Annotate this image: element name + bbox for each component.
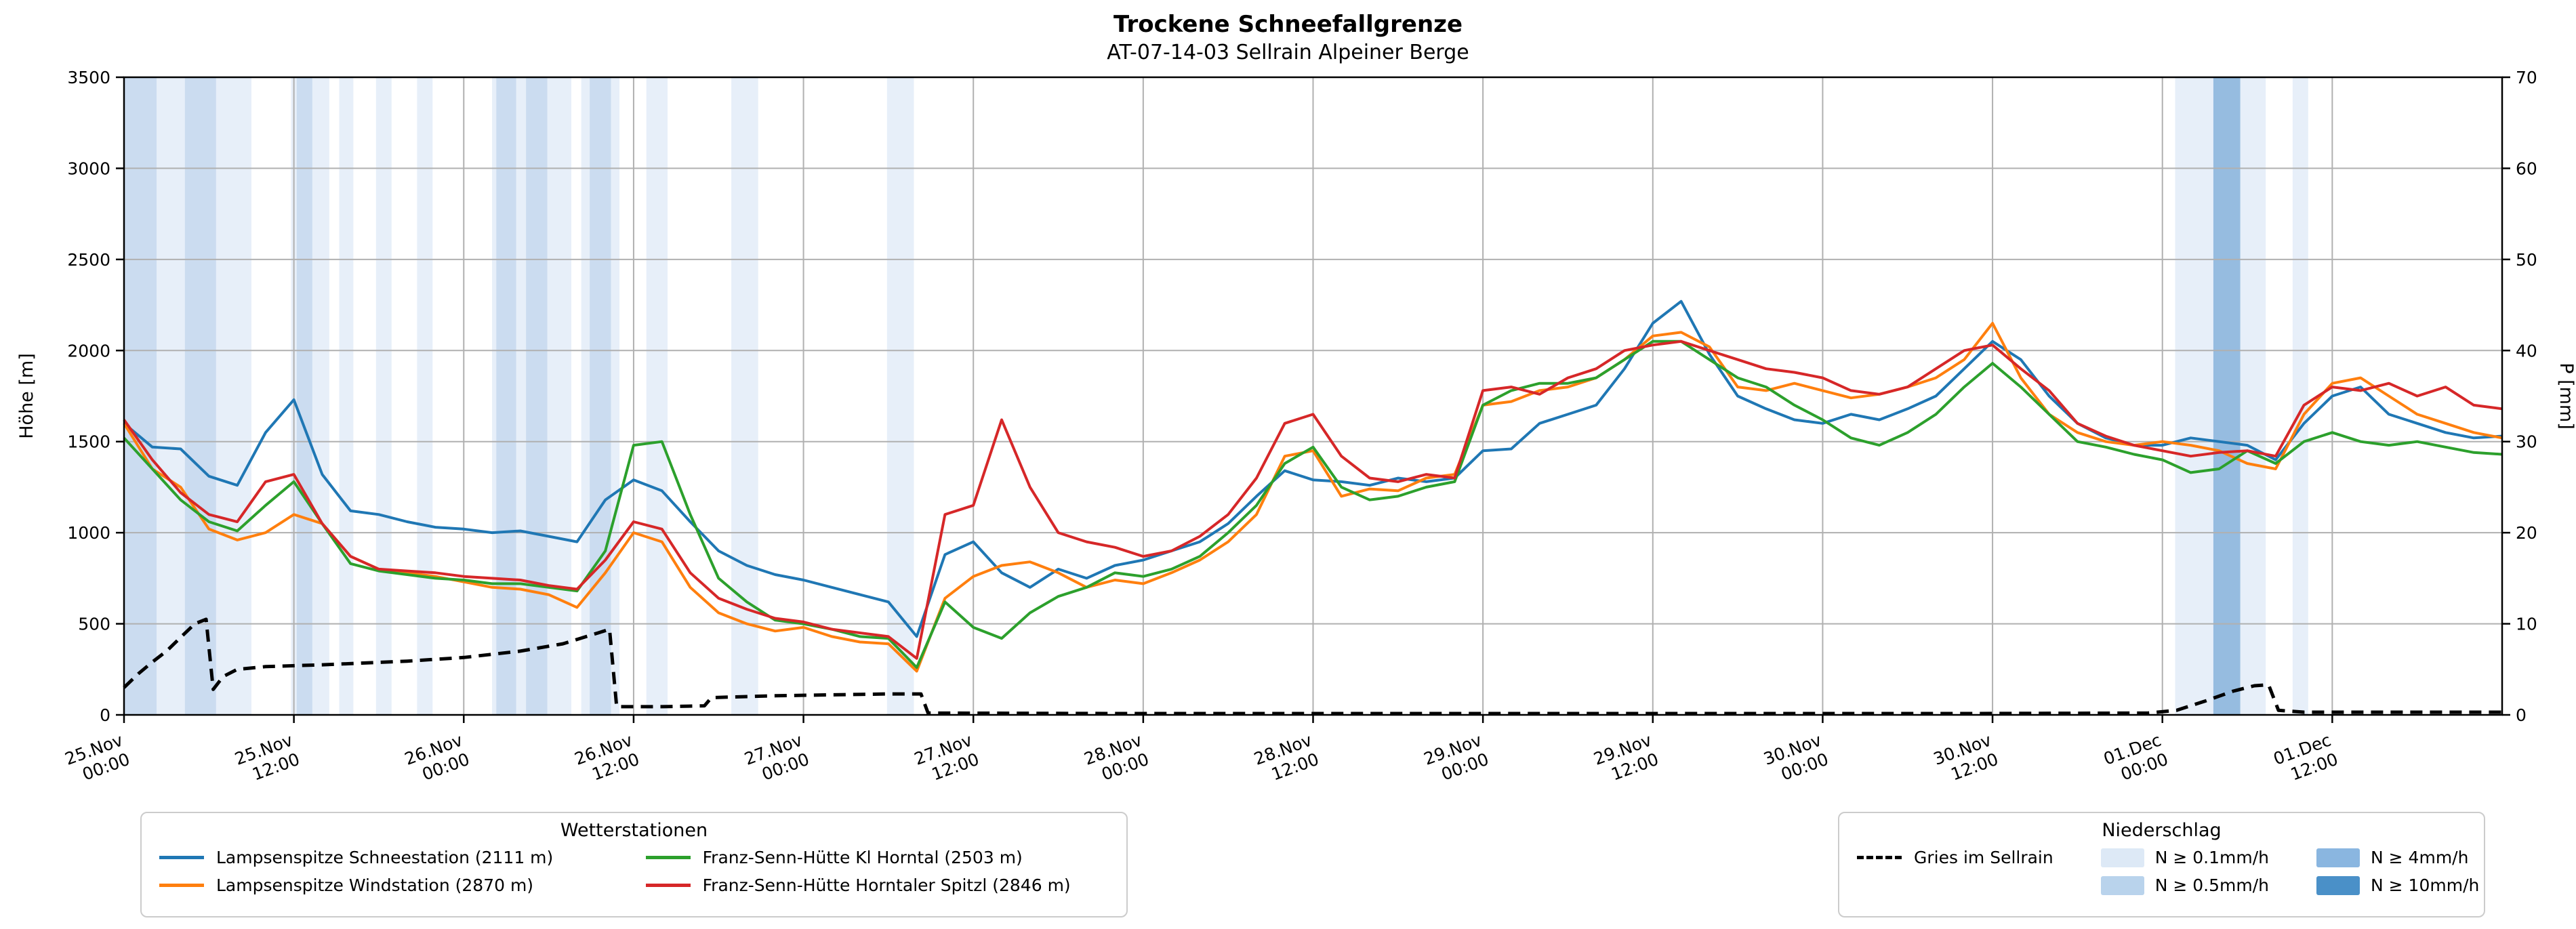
chart-title: Trockene Schneefallgrenze bbox=[1113, 11, 1463, 38]
svg-text:50: 50 bbox=[2516, 250, 2537, 270]
svg-text:70: 70 bbox=[2516, 68, 2537, 87]
legend-item-label: Lampsenspitze Windstation (2870 m) bbox=[216, 875, 534, 895]
svg-text:26.Nov12:00: 26.Nov12:00 bbox=[572, 730, 642, 788]
legend-item-kl-horntal: Franz-Senn-Hütte Kl Horntal (2503 m) bbox=[645, 848, 1109, 867]
legend-item-label: N ≥ 10mm/h bbox=[2371, 875, 2480, 895]
svg-text:28.Nov12:00: 28.Nov12:00 bbox=[1251, 730, 1322, 788]
legend-item-label: N ≥ 4mm/h bbox=[2371, 848, 2469, 867]
legend-item-label: Franz-Senn-Hütte Horntaler Spitzl (2846 … bbox=[702, 875, 1071, 895]
legend-item-windstation: Lampsenspitze Windstation (2870 m) bbox=[159, 875, 592, 895]
svg-text:1000: 1000 bbox=[67, 523, 110, 543]
svg-text:25.Nov00:00: 25.Nov00:00 bbox=[62, 730, 133, 788]
svg-text:3000: 3000 bbox=[67, 159, 110, 178]
legend-item-n05: N ≥ 0.5mm/h bbox=[2100, 875, 2270, 895]
svg-text:25.Nov12:00: 25.Nov12:00 bbox=[232, 730, 303, 788]
svg-text:2000: 2000 bbox=[67, 341, 110, 360]
svg-text:29.Nov12:00: 29.Nov12:00 bbox=[1591, 730, 1662, 788]
svg-text:30.Nov12:00: 30.Nov12:00 bbox=[1931, 730, 2001, 788]
orange-line-swatch bbox=[159, 884, 204, 887]
svg-text:20: 20 bbox=[2516, 523, 2537, 543]
svg-text:27.Nov00:00: 27.Nov00:00 bbox=[741, 730, 812, 788]
svg-text:60: 60 bbox=[2516, 159, 2537, 178]
legend-item-schneestation: Lampsenspitze Schneestation (2111 m) bbox=[159, 848, 592, 867]
legend-item-label: Franz-Senn-Hütte Kl Horntal (2503 m) bbox=[702, 848, 1023, 867]
svg-text:1500: 1500 bbox=[67, 432, 110, 452]
legend-item-label: N ≥ 0.5mm/h bbox=[2154, 875, 2270, 895]
svg-text:30.Nov00:00: 30.Nov00:00 bbox=[1761, 730, 1831, 788]
svg-text:0: 0 bbox=[100, 705, 110, 725]
svg-text:26.Nov00:00: 26.Nov00:00 bbox=[402, 730, 472, 788]
precip-level1-swatch bbox=[2100, 848, 2144, 867]
legend-precip-grid: Gries im Sellrain N ≥ 0.1mm/h N ≥ 4mm/h … bbox=[1857, 848, 2479, 895]
legend-item-n01: N ≥ 0.1mm/h bbox=[2100, 848, 2270, 867]
legend-item-label: N ≥ 0.1mm/h bbox=[2154, 848, 2270, 867]
svg-text:Höhe [m]: Höhe [m] bbox=[16, 353, 37, 439]
legend-item-n10: N ≥ 10mm/h bbox=[2316, 875, 2479, 895]
legend-empty-cell bbox=[1857, 885, 2053, 886]
svg-text:500: 500 bbox=[78, 615, 110, 634]
legend-stations: Wetterstationen Lampsenspitze Schneestat… bbox=[140, 812, 1128, 917]
svg-text:27.Nov12:00: 27.Nov12:00 bbox=[912, 730, 982, 788]
legend-item-n4: N ≥ 4mm/h bbox=[2316, 848, 2479, 867]
green-line-swatch bbox=[645, 856, 691, 859]
chart-subtitle: AT-07-14-03 Sellrain Alpeiner Berge bbox=[1107, 41, 1469, 64]
legend-precip-title: Niederschlag bbox=[2102, 820, 2222, 841]
blue-line-swatch bbox=[159, 856, 204, 859]
svg-text:01.Dec00:00: 01.Dec00:00 bbox=[2101, 730, 2171, 788]
legend-precip: Niederschlag Gries im Sellrain N ≥ 0.1mm… bbox=[1838, 812, 2485, 917]
legend-stations-title: Wetterstationen bbox=[560, 820, 708, 841]
legend-item-gries: Gries im Sellrain bbox=[1857, 848, 2053, 867]
precip-level2-swatch bbox=[2100, 875, 2144, 895]
svg-text:2500: 2500 bbox=[67, 250, 110, 270]
svg-text:30: 30 bbox=[2516, 432, 2537, 452]
red-line-swatch bbox=[645, 884, 691, 887]
precip-level3-swatch bbox=[2316, 848, 2360, 867]
svg-text:28.Nov00:00: 28.Nov00:00 bbox=[1082, 730, 1152, 788]
dashed-line-swatch bbox=[1857, 856, 1902, 859]
legend-item-label: Gries im Sellrain bbox=[1914, 848, 2053, 867]
precip-level4-swatch bbox=[2316, 875, 2360, 895]
svg-text:3500: 3500 bbox=[67, 68, 110, 87]
svg-text:40: 40 bbox=[2516, 341, 2537, 360]
legend-item-horntaler-spitzl: Franz-Senn-Hütte Horntaler Spitzl (2846 … bbox=[645, 875, 1109, 895]
svg-text:01.Dec12:00: 01.Dec12:00 bbox=[2271, 730, 2341, 788]
svg-text:29.Nov00:00: 29.Nov00:00 bbox=[1421, 730, 1492, 788]
svg-text:10: 10 bbox=[2516, 615, 2537, 634]
svg-text:0: 0 bbox=[2516, 705, 2527, 725]
legend-item-label: Lampsenspitze Schneestation (2111 m) bbox=[216, 848, 554, 867]
legend-stations-grid: Lampsenspitze Schneestation (2111 m) Fra… bbox=[159, 848, 1109, 895]
svg-text:P [mm]: P [mm] bbox=[2556, 363, 2576, 430]
